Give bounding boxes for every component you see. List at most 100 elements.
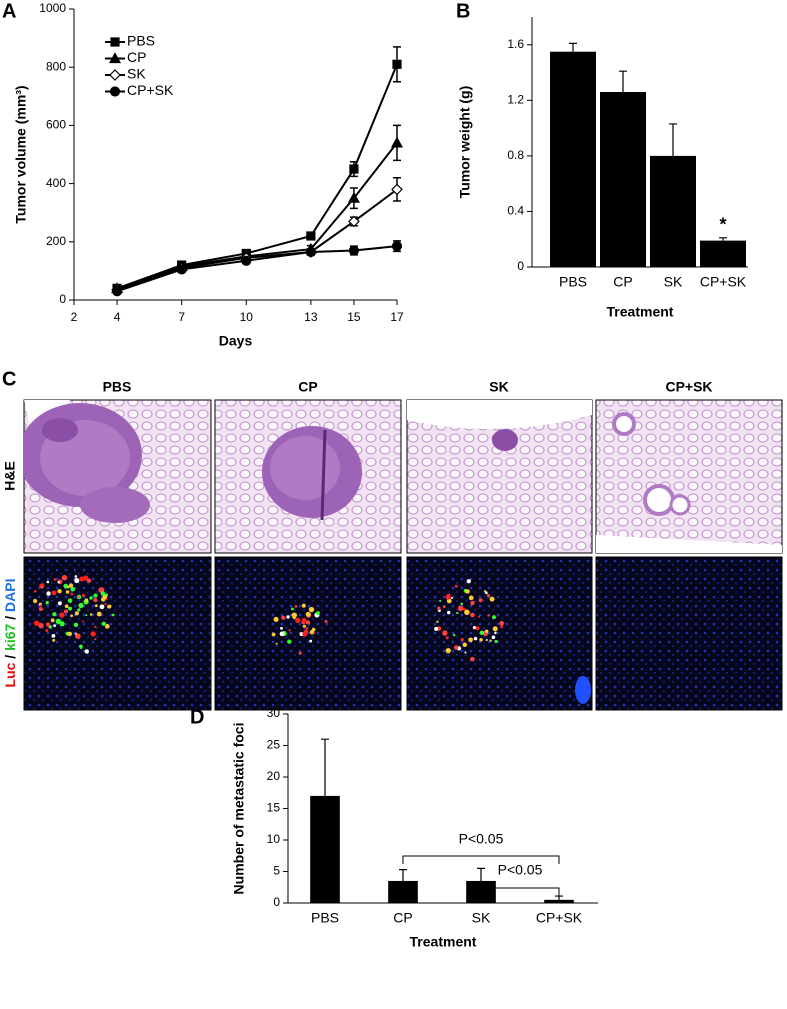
signal	[45, 622, 50, 627]
signal	[457, 605, 464, 612]
signal	[79, 644, 83, 649]
if-image	[214, 556, 402, 711]
x-tick-label: CP	[613, 274, 632, 290]
signal	[487, 614, 490, 617]
signal	[96, 611, 102, 617]
signal	[70, 614, 74, 618]
signal	[462, 642, 468, 647]
signal	[111, 613, 115, 617]
x-tick-label: 4	[114, 310, 121, 324]
signal	[90, 631, 96, 637]
signal	[38, 622, 44, 629]
signal	[68, 583, 74, 588]
signal	[292, 615, 296, 620]
signal	[575, 676, 591, 704]
marker	[391, 183, 403, 196]
signal	[308, 606, 315, 613]
marker	[111, 286, 123, 297]
marker	[392, 59, 402, 69]
signal	[74, 632, 78, 636]
signal	[47, 625, 50, 628]
signal	[485, 638, 488, 642]
signal	[57, 601, 62, 606]
signal	[102, 594, 107, 600]
fluorescence-images	[23, 556, 783, 711]
signal	[74, 578, 80, 584]
y-axis-title: Tumor weight (g)	[457, 86, 473, 199]
series-line	[116, 63, 398, 290]
tissue	[262, 426, 362, 521]
legend-label: CP+SK	[127, 82, 174, 98]
signal	[305, 611, 311, 617]
signal	[33, 620, 40, 626]
error-bar	[555, 895, 563, 900]
marker	[306, 231, 316, 241]
panel-label: A	[2, 0, 16, 22]
signal	[50, 618, 55, 623]
signal	[470, 600, 475, 606]
label-part: /	[2, 612, 18, 624]
signal	[100, 591, 106, 596]
series-line	[116, 188, 398, 291]
y-tick-label: 10	[267, 832, 281, 846]
signal	[57, 589, 62, 594]
signal	[65, 590, 70, 594]
signal	[61, 574, 68, 581]
signal	[465, 589, 470, 594]
signal	[66, 585, 70, 589]
signal	[68, 606, 73, 611]
signal	[492, 615, 496, 620]
signal	[271, 632, 276, 637]
signal	[478, 598, 483, 603]
signal	[74, 575, 78, 578]
signal	[479, 638, 483, 642]
signal	[486, 593, 490, 598]
x-tick-label: 2	[71, 310, 78, 324]
label-part: /	[2, 651, 18, 663]
x-axis-title: Days	[219, 333, 253, 349]
bar	[700, 240, 746, 267]
bracket	[402, 855, 560, 864]
signal	[74, 611, 79, 616]
signal	[46, 580, 50, 584]
legend-marker	[110, 37, 120, 47]
signal	[479, 630, 485, 636]
signal	[33, 598, 38, 604]
signal	[436, 620, 439, 624]
signal	[280, 626, 283, 630]
signal	[48, 625, 52, 629]
signal	[301, 617, 307, 623]
signal	[81, 620, 84, 623]
he-images	[23, 399, 783, 554]
y-tick-label: 0.4	[507, 204, 524, 218]
signal	[51, 633, 56, 638]
tissue	[407, 400, 592, 451]
signal	[89, 596, 93, 600]
signal	[298, 651, 302, 655]
signal	[38, 607, 43, 612]
signal	[494, 631, 497, 635]
y-axis-title: Number of metastatic foci	[231, 723, 247, 895]
if-image	[595, 556, 783, 711]
annotation: P<0.05	[459, 831, 504, 847]
column-header: CP	[298, 379, 317, 395]
signal	[286, 615, 290, 619]
signal	[302, 631, 308, 637]
signal	[305, 626, 309, 630]
signal	[52, 638, 56, 642]
x-tick-label: PBS	[311, 910, 339, 926]
signal	[55, 618, 62, 624]
signal	[99, 604, 105, 610]
signal	[450, 596, 453, 600]
signal	[468, 595, 474, 601]
series-line	[116, 142, 398, 290]
bar	[544, 899, 574, 903]
tissue	[596, 412, 782, 553]
if-image	[23, 556, 212, 711]
signal	[77, 595, 80, 599]
signal	[468, 637, 473, 643]
bar	[650, 155, 696, 267]
signal	[94, 625, 97, 629]
